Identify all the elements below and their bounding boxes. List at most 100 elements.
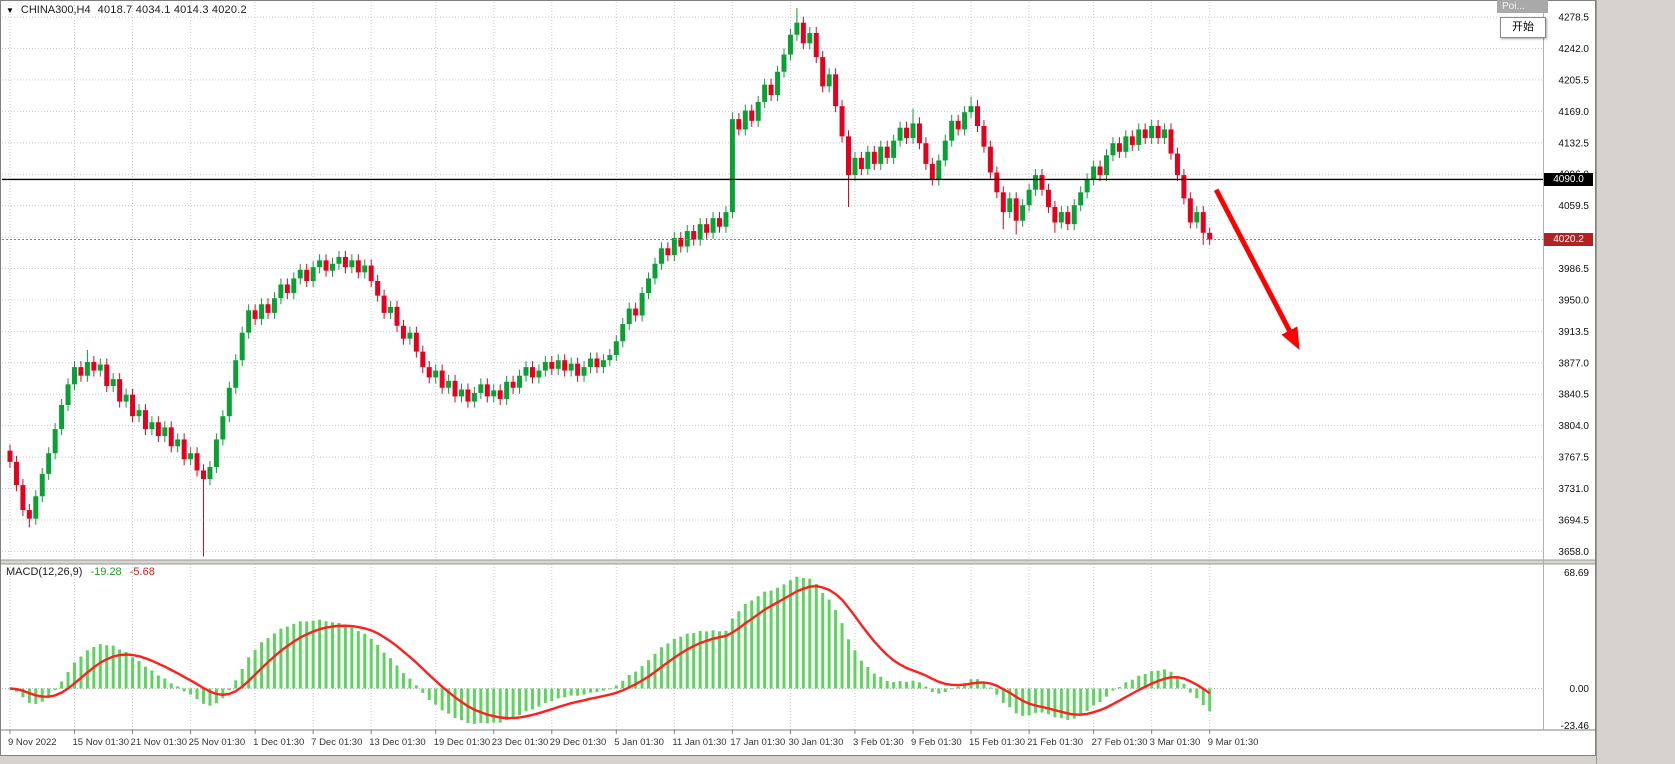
bull-candle [755,101,761,121]
macd-bar [563,688,567,698]
date-axis-label: 21 Feb 01:30 [1027,737,1083,748]
bear-candle [704,224,710,233]
bull-candle [897,127,903,141]
date-axis-label: 9 Feb 01:30 [911,737,962,748]
macd-bar [892,681,896,689]
date-axis-label: 27 Feb 01:30 [1092,737,1148,748]
bear-candle [736,119,742,130]
bull-candle [787,34,793,55]
date-axis-label: 3 Feb 01:30 [853,737,904,748]
bear-candle [562,360,568,371]
bear-candle [800,22,806,44]
bull-candle [1026,189,1032,206]
macd-bar [60,681,64,689]
date-axis-label: 17 Jan 01:30 [730,737,785,748]
bull-candle [65,384,71,405]
bear-candle [381,295,387,313]
macd-bar [640,666,644,689]
start-button[interactable]: 开始 [1500,17,1546,38]
macd-bar [1001,688,1005,703]
bear-candle [846,136,851,176]
desktop-background-bottom [0,756,1596,764]
bear-candle [1052,206,1058,223]
bull-candle [149,422,155,430]
macd-bar [440,688,444,711]
panel-separator[interactable] [0,560,1596,564]
bull-candle [658,248,664,264]
bear-candle [1142,129,1148,139]
bear-candle [994,172,1000,193]
bull-candle [626,308,632,325]
bull-candle [962,112,968,130]
date-axis-label: 15 Nov 01:30 [73,737,130,748]
bull-candle [478,384,484,393]
macd-bar [1053,688,1057,718]
ohlc-readout: 4018.7 4034.1 4014.3 4020.2 [97,4,247,16]
bear-candle [1200,212,1206,233]
bear-candle [1174,153,1180,176]
macd-bar [627,675,631,689]
bear-candle [1013,198,1019,221]
macd-bar [1066,688,1070,721]
macd-bar [524,688,528,712]
macd-bar [1014,688,1018,714]
macd-bar [885,680,889,689]
macd-bar [118,649,122,689]
price-axis-label: 3731.0 [1558,484,1589,495]
sell-direction-arrow[interactable] [1213,188,1300,351]
bull-candle [588,358,593,368]
bull-candle [542,361,548,371]
bull-candle [684,231,690,247]
macd-bar [292,623,296,689]
macd-bar [1021,688,1025,716]
macd-bar [1169,671,1173,689]
candlestick-chart-canvas[interactable]: 4278.54242.04205.54169.04132.54096.04059… [0,0,1596,756]
macd-bar [518,688,522,716]
bear-candle [26,510,32,519]
macd-bar [163,678,167,689]
macd-bar [79,656,83,689]
macd-bar [982,681,986,689]
macd-bar [924,686,928,689]
bear-candle [117,379,123,402]
macd-bar [221,688,225,699]
macd-bar [131,657,135,689]
bull-candle [33,496,39,519]
macd-bar [634,671,638,689]
macd-bar [569,688,573,696]
bear-candle [955,120,961,130]
bull-candle [536,370,542,378]
macd-bar [318,619,322,689]
chevron-down-icon[interactable]: ▼ [6,5,14,15]
macd-bar [698,631,702,689]
bull-candle [826,74,832,87]
macd-bar [672,638,676,689]
macd-bar [608,688,612,690]
macd-bar [711,630,715,689]
macd-bar [788,580,792,689]
macd-bar [324,621,328,689]
macd-bar [1085,688,1089,711]
date-axis-label: 13 Dec 01:30 [369,737,426,748]
macd-bar [376,644,380,689]
macd-bar [98,644,102,689]
macd-bar [866,666,870,689]
macd-bar [124,652,128,689]
bull-candle [652,263,658,279]
macd-bar [543,688,547,704]
bear-candle [575,363,581,376]
bear-candle [91,361,97,371]
macd-bar [1175,676,1179,689]
bear-candle [987,146,993,173]
price-axis-label: 4132.5 [1558,138,1589,149]
macd-bar [827,599,831,689]
macd-bar [234,680,238,689]
price-axis-label: 4205.5 [1558,75,1589,86]
date-axis-label: 15 Feb 01:30 [969,737,1025,748]
macd-bar [834,610,838,689]
bear-candle [413,332,419,352]
macd-bar [337,622,341,689]
price-axis-label: 3658.0 [1558,547,1589,558]
macd-bar [511,688,515,719]
